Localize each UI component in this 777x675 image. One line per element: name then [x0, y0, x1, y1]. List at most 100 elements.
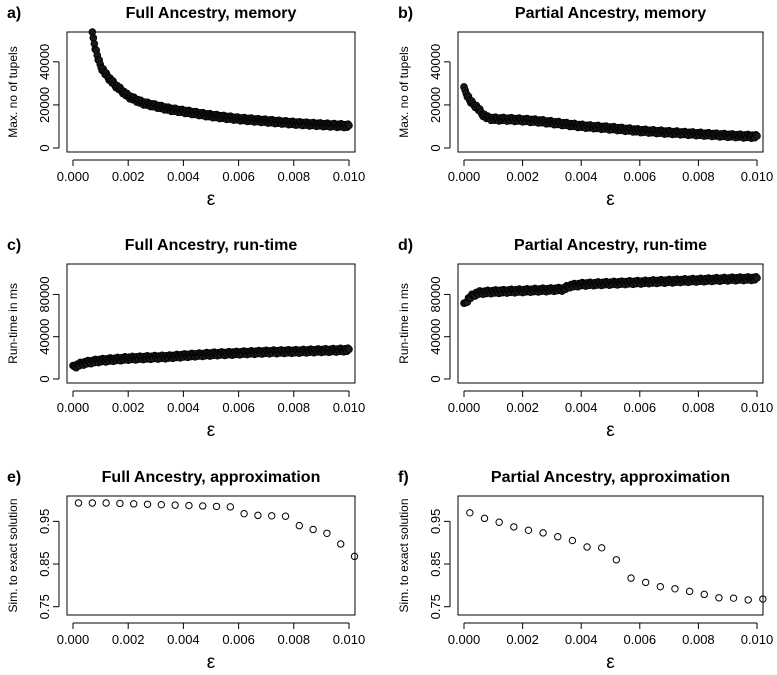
data-series	[69, 344, 353, 372]
data-point	[171, 501, 179, 509]
data-point	[323, 529, 331, 537]
data-point	[671, 585, 679, 593]
x-tick-label: 0.000	[57, 400, 90, 415]
x-tick-label: 0.010	[741, 400, 774, 415]
x-tick-label: 0.006	[624, 632, 657, 647]
data-point	[281, 512, 290, 520]
x-tick-label: 0.000	[448, 632, 481, 647]
data-point	[157, 500, 166, 509]
y-axis-label: Sim. to exact solution	[6, 498, 20, 612]
data-point	[345, 345, 353, 354]
y-tick-label: 80000	[428, 276, 443, 312]
data-point	[685, 587, 694, 596]
y-tick-label: 0	[37, 375, 52, 382]
data-point	[753, 274, 761, 282]
panel-b: b) Partial Ancestry, memory 0.000 0.002 0.00…	[397, 5, 773, 210]
x-tick-label: 0.002	[112, 400, 145, 415]
data-point	[656, 582, 665, 591]
y-tick-label: 0.85	[428, 551, 443, 576]
x-tick-label: 0.002	[112, 632, 145, 647]
data-point	[510, 523, 518, 531]
panel-title: Full Ancestry, memory	[126, 5, 297, 22]
x-tick-label: 0.004	[565, 169, 598, 184]
y-tick-label: 40000	[428, 319, 443, 355]
y-tick-label: 0.95	[428, 509, 443, 534]
data-point	[337, 540, 345, 548]
x-tick-label: 0.008	[278, 169, 311, 184]
panel-label: f)	[398, 469, 409, 486]
data-point	[729, 594, 738, 602]
y-axis-label: Sim. to exact solution	[397, 498, 411, 612]
data-point	[185, 501, 193, 510]
panel-title: Partial Ancestry, memory	[515, 5, 706, 22]
x-tick-label: 0.006	[624, 169, 657, 184]
y-tick-label: 0.85	[37, 551, 52, 576]
data-point	[744, 596, 752, 604]
data-point	[102, 499, 110, 507]
x-tick-label: 0.004	[167, 400, 200, 415]
data-point	[74, 499, 83, 507]
data-point	[116, 499, 124, 508]
y-tick-label: 0.75	[37, 594, 52, 619]
data-point	[641, 578, 650, 587]
panel-d: d) Partial Ancestry, run-time 0.000 0.002 0.…	[397, 237, 773, 441]
x-tick-label: 0.000	[448, 400, 481, 415]
x-tick-label: 0.008	[278, 632, 311, 647]
x-tick-label: 0.000	[57, 169, 90, 184]
x-tick-label: 0.000	[448, 169, 481, 184]
y-tick-label: 0.95	[37, 509, 52, 534]
y-axis-label: Run-time in ms	[6, 283, 20, 364]
x-tick-label: 0.006	[624, 400, 657, 415]
x-axis-label: ε	[606, 189, 615, 210]
data-point	[466, 509, 474, 517]
data-point	[240, 509, 248, 518]
panel-a: a) Full Ancestry, memory 0.000 0.002 0.004 0.…	[6, 5, 365, 210]
data-point	[88, 499, 97, 507]
data-point	[627, 574, 635, 582]
data-series	[88, 28, 353, 132]
data-point	[759, 595, 767, 603]
data-point	[554, 533, 562, 541]
x-axis-label: ε	[207, 189, 216, 210]
y-tick-label: 0	[428, 144, 443, 151]
plot-frame	[457, 263, 764, 384]
data-point	[715, 594, 723, 602]
panel-label: d)	[398, 237, 413, 254]
plot-frame	[66, 31, 356, 153]
y-tick-label: 20000	[37, 87, 52, 123]
x-axis-label: ε	[207, 420, 216, 441]
data-point	[495, 518, 503, 526]
data-point	[268, 512, 276, 520]
y-tick-label: 20000	[428, 87, 443, 123]
data-point	[700, 590, 708, 599]
data-point	[753, 132, 761, 140]
data-point	[350, 552, 359, 561]
panel-label: c)	[7, 237, 21, 254]
panel-title: Full Ancestry, run-time	[125, 237, 298, 254]
data-point	[539, 529, 547, 537]
y-tick-label: 40000	[37, 44, 52, 80]
data-point	[254, 511, 262, 520]
x-tick-label: 0.004	[167, 169, 200, 184]
y-tick-label: 40000	[428, 44, 443, 80]
x-tick-label: 0.010	[741, 169, 774, 184]
x-tick-label: 0.008	[682, 169, 715, 184]
panel-title: Partial Ancestry, run-time	[514, 237, 707, 254]
x-tick-label: 0.008	[682, 632, 715, 647]
panel-label: e)	[7, 469, 21, 486]
data-point	[309, 525, 317, 534]
panel-f: f) Partial Ancestry, approximation 0.000 0.…	[397, 469, 773, 673]
data-point	[143, 500, 152, 508]
data-point	[598, 544, 606, 552]
y-tick-label: 0	[37, 144, 52, 151]
data-point	[568, 536, 577, 545]
y-tick-label: 0.75	[428, 594, 443, 619]
y-axis-label: Max. no of tupels	[397, 46, 411, 137]
x-tick-label: 0.002	[506, 632, 539, 647]
x-tick-label: 0.010	[333, 169, 366, 184]
y-tick-label: 80000	[37, 276, 52, 312]
x-tick-label: 0.010	[333, 400, 366, 415]
data-series	[466, 509, 767, 604]
